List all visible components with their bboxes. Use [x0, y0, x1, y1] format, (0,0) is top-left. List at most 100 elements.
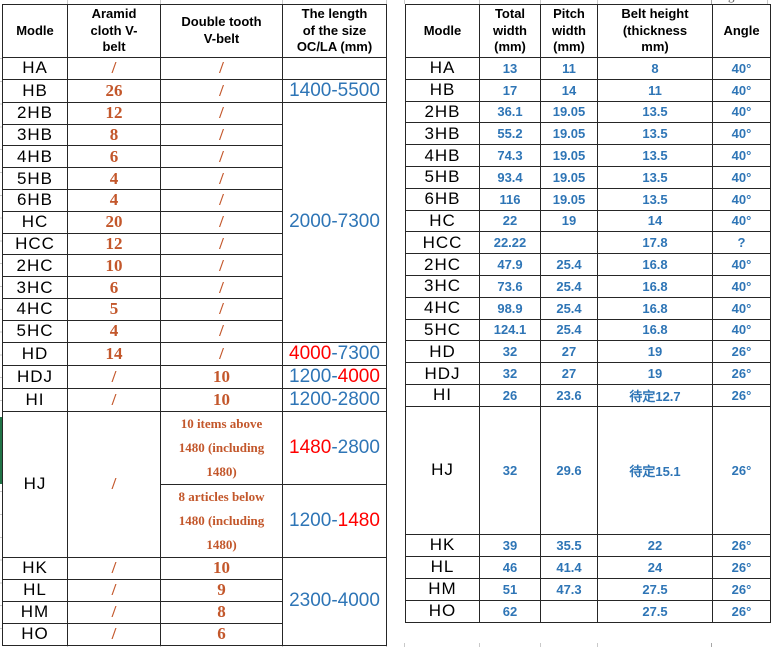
- table-row: HB 26 / 1400-5500: [2, 78, 387, 103]
- cell-double: 9: [160, 578, 283, 602]
- cell-model: 5HB: [405, 165, 480, 189]
- cell-angle: ?: [712, 231, 771, 255]
- cell-angle: 26°: [712, 405, 771, 535]
- cell-model: HB: [2, 78, 68, 103]
- cell-pitch-width: 47.3: [540, 577, 598, 601]
- table-row-hj: HJ 32 29.6 待定15.1 26°: [405, 405, 771, 535]
- cell-angle: 26°: [712, 599, 771, 623]
- cell-belt-height: 16.8: [597, 274, 713, 298]
- cell-aramid: /: [67, 57, 161, 80]
- cell-aramid: /: [67, 556, 161, 580]
- cell-total-width: 98.9: [479, 296, 541, 320]
- cell-belt-height: 17.8: [597, 231, 713, 255]
- cell-angle: 26°: [712, 383, 771, 407]
- cell-pitch-width: 23.6: [540, 383, 598, 407]
- cell-belt-height: 16.8: [597, 318, 713, 342]
- cell-model: HL: [2, 578, 68, 602]
- cell-double-note: 8 articles below 1480 (including 1480): [160, 483, 283, 558]
- gridline-stub: [404, 0, 405, 4]
- cell-double: /: [160, 210, 283, 234]
- cell-belt-height: 22: [597, 533, 713, 557]
- cell-model: 4HB: [2, 145, 68, 169]
- cell-model: 3HB: [2, 123, 68, 147]
- cell-model: HB: [405, 78, 480, 102]
- table-row: 2HB 12 / 2000-7300: [2, 101, 387, 343]
- cell-angle: 40°: [712, 100, 771, 124]
- table-row: 5HC 4 /: [2, 319, 387, 343]
- cell-aramid: 14: [67, 341, 161, 366]
- table-row: 5HB 93.4 19.05 13.5 40°: [405, 165, 771, 189]
- cell-double: /: [160, 341, 283, 366]
- belt-dimensions-table: Modle Total width (mm) Pitch width (mm) …: [405, 4, 771, 623]
- cell-model: HO: [2, 622, 68, 646]
- gridline-stub: [597, 643, 598, 647]
- page-break-line: [711, 0, 712, 4]
- cell-belt-height: 13.5: [597, 100, 713, 124]
- page-break-line: [711, 643, 712, 647]
- cell-pitch-width: 41.4: [540, 555, 598, 579]
- cell-total-width: 32: [479, 362, 541, 385]
- cell-belt-height: 待定15.1: [597, 405, 713, 535]
- table-row: 4HB 74.3 19.05 13.5 40°: [405, 144, 771, 167]
- cell-aramid: 4: [67, 188, 161, 212]
- cell-aramid: 4: [67, 167, 161, 190]
- cell-model: HK: [2, 556, 68, 580]
- cell-model: HD: [405, 340, 480, 364]
- cell-aramid: /: [67, 578, 161, 602]
- cell-pitch-width: 25.4: [540, 296, 598, 320]
- cell-double: /: [160, 145, 283, 169]
- cell-angle: 40°: [712, 253, 771, 276]
- cell-aramid: 8: [67, 123, 161, 147]
- cell-total-width: 17: [479, 78, 541, 102]
- cell-angle: 40°: [712, 144, 771, 167]
- cell-pitch-width: 19: [540, 209, 598, 233]
- cell-total-width: 36.1: [479, 100, 541, 124]
- cell-model: HO: [405, 599, 480, 623]
- cell-belt-height: 19: [597, 362, 713, 385]
- cell-length: 1400-5500: [282, 78, 387, 103]
- gridline-stub: [67, 0, 68, 4]
- cell-model: 4HB: [405, 144, 480, 167]
- cell-model: 3HC: [2, 276, 68, 299]
- cell-angle: 40°: [712, 318, 771, 342]
- table-row: HO 62 27.5 26°: [405, 599, 771, 623]
- cell-model: 6HB: [2, 188, 68, 212]
- cell-length: 1200-2800: [282, 387, 387, 412]
- cell-double: 10: [160, 364, 283, 389]
- cell-aramid: /: [67, 622, 161, 646]
- cell-pitch-width: 25.4: [540, 274, 598, 298]
- cell-pitch-width: 19.05: [540, 122, 598, 146]
- cell-model: 4HC: [405, 296, 480, 320]
- table-row: HCC 12 /: [2, 232, 387, 256]
- cell-double: /: [160, 123, 283, 147]
- table-row: 3HB 55.2 19.05 13.5 40°: [405, 122, 771, 146]
- table-row: HM / 8: [2, 600, 387, 624]
- gridline-stub: [597, 0, 598, 4]
- cell-pitch-width: 29.6: [540, 405, 598, 535]
- cell-aramid: /: [67, 600, 161, 624]
- cell-model: 2HB: [2, 101, 68, 125]
- belt-type-table: Modle Aramid cloth V- belt Double tooth …: [2, 4, 387, 646]
- clipped-text-fragment: g: [728, 0, 740, 4]
- cell-total-width: 47.9: [479, 253, 541, 276]
- table-row: 5HB 4 /: [2, 167, 387, 190]
- cell-pitch-width: 19.05: [540, 144, 598, 167]
- table-row: 6HB 4 /: [2, 188, 387, 212]
- cell-model: 2HC: [2, 254, 68, 278]
- table-row-hj-sub1: HJ / 10 items above 1480 (including 1480…: [2, 410, 387, 558]
- cell-pitch-width: 19.05: [540, 100, 598, 124]
- cell-double: /: [160, 319, 283, 343]
- cell-total-width: 124.1: [479, 318, 541, 342]
- cell-total-width: 51: [479, 577, 541, 601]
- cell-belt-height: 14: [597, 209, 713, 233]
- table-row: HM 51 47.3 27.5 26°: [405, 577, 771, 601]
- cell-angle: 26°: [712, 533, 771, 557]
- cell-belt-height: 13.5: [597, 187, 713, 211]
- cell-belt-height: 13.5: [597, 122, 713, 146]
- cell-belt-height: 11: [597, 78, 713, 102]
- gridline-stub: [386, 643, 387, 647]
- table-row: HL 46 41.4 24 26°: [405, 555, 771, 579]
- cell-model: HI: [405, 383, 480, 407]
- cell-model: 6HB: [405, 187, 480, 211]
- cell-aramid: 6: [67, 276, 161, 299]
